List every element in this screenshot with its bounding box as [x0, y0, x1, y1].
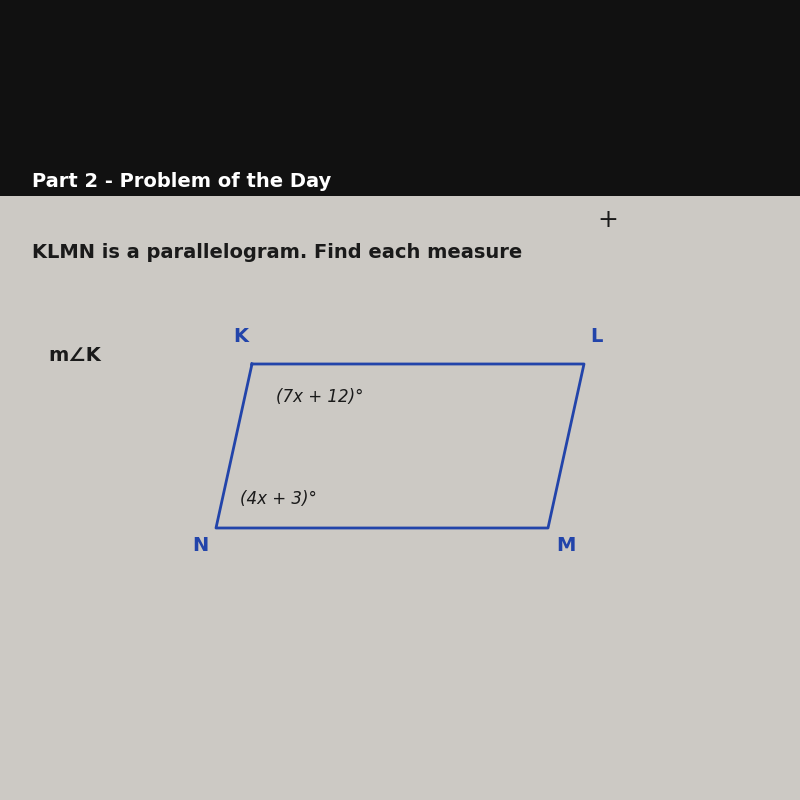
Text: KLMN is a parallelogram. Find each measure: KLMN is a parallelogram. Find each measu… — [32, 242, 522, 262]
Text: (7x + 12)°: (7x + 12)° — [276, 388, 363, 406]
Text: m∠K: m∠K — [48, 346, 101, 366]
Text: K: K — [233, 327, 248, 346]
Text: L: L — [590, 327, 602, 346]
Text: (4x + 3)°: (4x + 3)° — [240, 490, 317, 508]
Text: Part 2 - Problem of the Day: Part 2 - Problem of the Day — [32, 172, 331, 191]
Text: M: M — [556, 536, 575, 555]
Text: N: N — [192, 536, 208, 555]
Text: +: + — [598, 208, 618, 232]
